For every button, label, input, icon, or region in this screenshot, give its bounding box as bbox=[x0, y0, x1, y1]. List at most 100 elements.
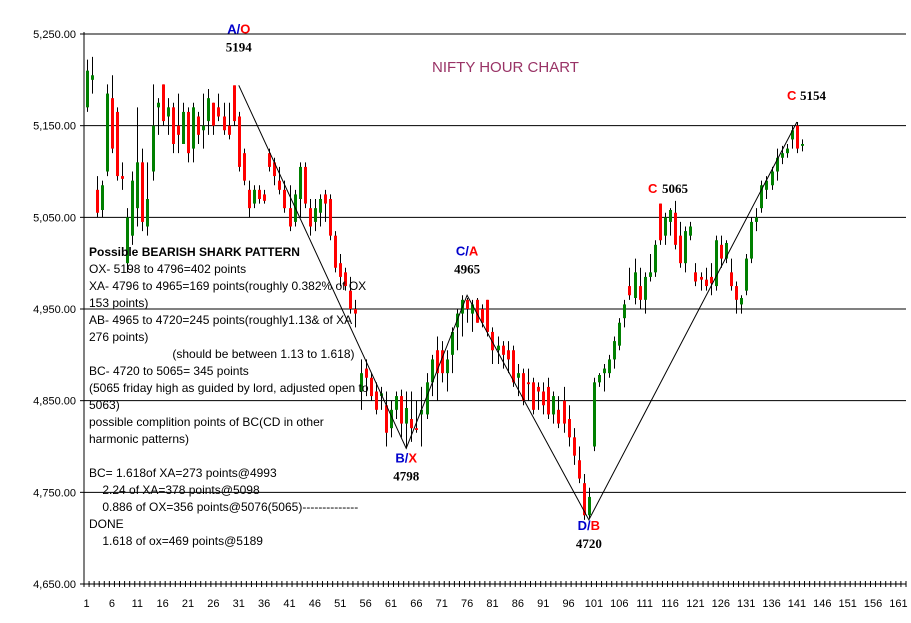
candle bbox=[223, 102, 226, 135]
candle bbox=[461, 295, 464, 337]
candle-body bbox=[162, 84, 165, 122]
y-tick-label: 5,150.00 bbox=[33, 121, 76, 133]
candle bbox=[395, 391, 398, 419]
candle bbox=[456, 309, 459, 351]
candle-body bbox=[669, 210, 672, 222]
x-tick-label: 6 bbox=[109, 598, 115, 610]
candle-body bbox=[212, 102, 215, 126]
candle-body bbox=[289, 208, 292, 227]
candle bbox=[644, 272, 647, 314]
candle bbox=[187, 107, 190, 163]
candle bbox=[370, 373, 373, 401]
candle bbox=[258, 185, 261, 204]
candle bbox=[710, 263, 713, 296]
candle bbox=[639, 267, 642, 309]
candle bbox=[385, 391, 388, 447]
candle bbox=[278, 166, 281, 195]
candle-body bbox=[694, 272, 697, 282]
candle-body bbox=[507, 350, 510, 360]
note-line: DONE bbox=[89, 517, 124, 531]
candle-body bbox=[557, 409, 560, 424]
point-value: 4965 bbox=[454, 261, 481, 276]
x-tick-label: 76 bbox=[461, 598, 473, 610]
slash: / bbox=[405, 450, 409, 465]
note-line: 5063) bbox=[89, 398, 120, 412]
candle-body bbox=[634, 272, 637, 298]
candle bbox=[547, 377, 550, 419]
candle-body bbox=[360, 373, 363, 392]
candle bbox=[405, 391, 408, 449]
point-value: 4798 bbox=[393, 468, 420, 483]
x-tick-label: 81 bbox=[486, 598, 498, 610]
candle bbox=[243, 148, 246, 186]
x-tick-label: 21 bbox=[182, 598, 194, 610]
candle-body bbox=[187, 111, 190, 154]
candle bbox=[466, 298, 469, 323]
candle-body bbox=[639, 286, 642, 300]
candle bbox=[177, 93, 180, 154]
slash: / bbox=[465, 243, 469, 258]
y-tick-label: 4,650.00 bbox=[33, 579, 76, 591]
x-tick-label: 121 bbox=[686, 598, 704, 610]
candle bbox=[309, 199, 312, 236]
notes-heading: Possible BEARISH SHARK PATTERN bbox=[89, 245, 300, 259]
candle-body bbox=[547, 386, 550, 415]
x-tick-label: 141 bbox=[788, 598, 806, 610]
candle bbox=[527, 368, 530, 401]
point-label: D/B bbox=[578, 518, 600, 533]
point-label: B/X bbox=[395, 450, 417, 465]
candle-body bbox=[207, 98, 210, 122]
candle bbox=[360, 359, 363, 410]
x-tick-label: 131 bbox=[737, 598, 755, 610]
candle bbox=[476, 298, 479, 323]
candle bbox=[349, 276, 352, 314]
note-line: AB- 4965 to 4720=245 points(roughly1.13&… bbox=[89, 313, 353, 327]
candle-body bbox=[233, 85, 236, 122]
candle bbox=[334, 231, 337, 273]
candle-body bbox=[111, 98, 114, 149]
candle-body bbox=[197, 116, 200, 135]
candle-body bbox=[101, 185, 104, 210]
x-tick-label: 46 bbox=[309, 598, 321, 610]
x-tick-label: 151 bbox=[838, 598, 856, 610]
candle-body bbox=[299, 166, 302, 199]
candle-body bbox=[131, 180, 134, 236]
candle bbox=[502, 341, 505, 369]
candle-body bbox=[146, 199, 149, 227]
candle bbox=[354, 299, 357, 328]
candle bbox=[217, 93, 220, 122]
candle-body bbox=[106, 93, 109, 172]
candle-body bbox=[760, 185, 763, 209]
candle-body bbox=[405, 408, 408, 424]
candle bbox=[441, 341, 444, 383]
candle-body bbox=[329, 199, 332, 236]
candle bbox=[659, 203, 662, 245]
candle-body bbox=[395, 396, 398, 410]
candle-body bbox=[735, 286, 738, 300]
candle-body bbox=[537, 386, 540, 392]
candle-body bbox=[705, 279, 708, 287]
candle-body bbox=[593, 382, 596, 447]
candle bbox=[167, 98, 170, 135]
candle-body bbox=[304, 166, 307, 204]
note-line: 153 points) bbox=[89, 296, 149, 310]
candle-body bbox=[781, 153, 784, 158]
candle-body bbox=[563, 400, 566, 424]
candle bbox=[446, 350, 449, 392]
candle-body bbox=[644, 276, 647, 300]
candle-body bbox=[273, 162, 276, 177]
x-tick-label: 136 bbox=[762, 598, 780, 610]
candle bbox=[578, 446, 581, 484]
candle-body bbox=[725, 243, 728, 259]
candle-body bbox=[192, 107, 195, 149]
candle bbox=[400, 389, 403, 438]
candle bbox=[507, 341, 510, 374]
y-tick-label: 4,850.00 bbox=[33, 396, 76, 408]
candle bbox=[126, 208, 129, 273]
candle-body bbox=[502, 345, 505, 355]
candle-body bbox=[354, 309, 357, 314]
candle bbox=[628, 267, 631, 300]
candle-body bbox=[136, 162, 139, 209]
candle bbox=[735, 281, 738, 314]
